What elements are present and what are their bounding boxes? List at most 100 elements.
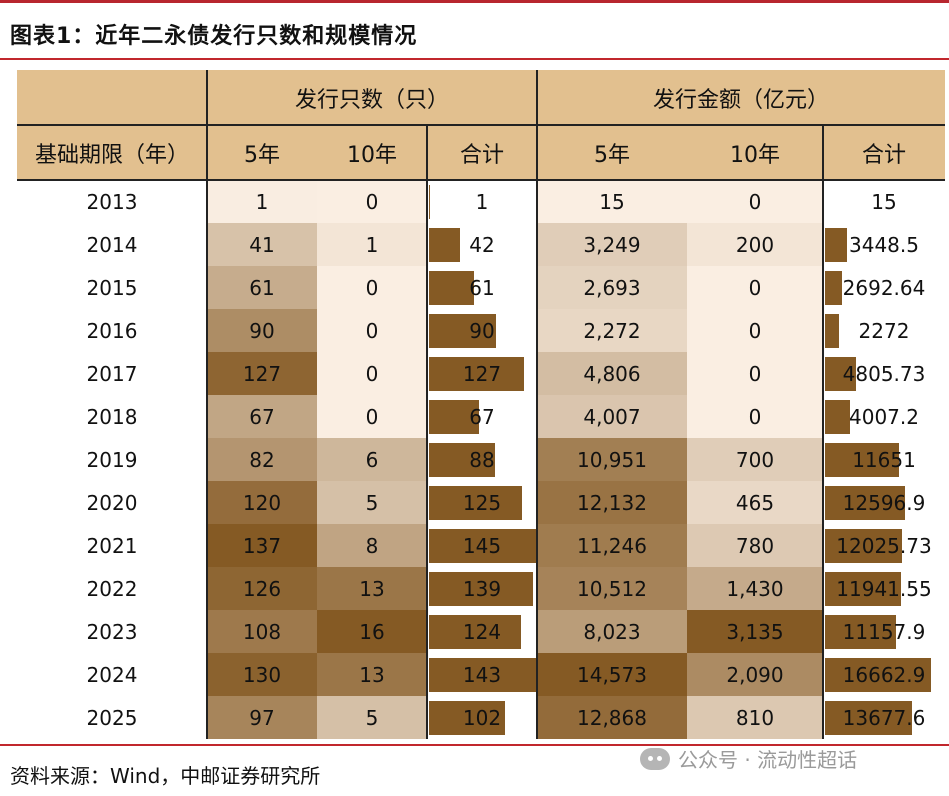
row-year: 2024 — [17, 653, 207, 696]
count-total-databar — [429, 271, 475, 305]
amount-total-databar — [825, 314, 840, 348]
row-year: 2018 — [17, 395, 207, 438]
count-total-value: 61 — [469, 275, 495, 300]
amount-total-databar — [825, 701, 912, 735]
count-5y-cell: 108 — [207, 610, 317, 653]
divider-between-groups — [536, 70, 538, 739]
count-total-databar — [429, 701, 505, 735]
row-year: 2023 — [17, 610, 207, 653]
wechat-icon — [640, 747, 670, 770]
count-5y-cell: 130 — [207, 653, 317, 696]
amount-5y-cell: 12,132 — [537, 481, 687, 524]
source-note: 资料来源：Wind，中邮证券研究所 — [10, 764, 321, 788]
amount-total-databar — [825, 615, 896, 649]
amount-10y-cell: 0 — [687, 352, 823, 395]
amount-10y-cell: 0 — [687, 395, 823, 438]
amount-5y-cell: 4,806 — [537, 352, 687, 395]
header-corner — [17, 70, 207, 125]
header-amount-10y: 10年 — [687, 125, 823, 180]
count-10y-cell: 0 — [317, 395, 427, 438]
amount-total-databar — [825, 486, 906, 520]
count-total-databar — [429, 529, 537, 563]
amount-10y-cell: 0 — [687, 309, 823, 352]
amount-10y-cell: 0 — [687, 180, 823, 223]
header-count-10y: 10年 — [317, 125, 427, 180]
count-total-value: 67 — [469, 404, 495, 429]
header-count-group: 发行只数（只） — [207, 70, 537, 125]
count-5y-cell: 61 — [207, 266, 317, 309]
count-total-value: 102 — [462, 705, 502, 730]
count-total-value: 145 — [462, 533, 502, 558]
divider-before-count-total — [426, 125, 428, 739]
divider-before-amount-total — [822, 125, 824, 739]
row-year: 2022 — [17, 567, 207, 610]
count-total-databar — [429, 357, 524, 391]
amount-total-value: 12596.9 — [842, 490, 926, 515]
amount-5y-cell: 2,272 — [537, 309, 687, 352]
count-total-value: 127 — [462, 361, 502, 386]
row-year: 2013 — [17, 180, 207, 223]
amount-10y-cell: 465 — [687, 481, 823, 524]
count-total-value: 88 — [469, 447, 495, 472]
amount-10y-cell: 700 — [687, 438, 823, 481]
amount-10y-cell: 1,430 — [687, 567, 823, 610]
amount-total-value: 2272 — [858, 318, 910, 343]
row-year: 2020 — [17, 481, 207, 524]
count-total-value: 125 — [462, 490, 502, 515]
count-5y-cell: 82 — [207, 438, 317, 481]
count-5y-cell: 126 — [207, 567, 317, 610]
header-row-label: 基础期限（年） — [17, 125, 207, 180]
amount-total-databar — [825, 529, 902, 563]
amount-total-cell — [823, 180, 945, 223]
count-total-value: 124 — [462, 619, 502, 644]
amount-total-value: 13677.6 — [842, 705, 926, 730]
amount-total-value: 11651 — [852, 447, 916, 472]
count-total-databar — [429, 658, 536, 692]
amount-total-databar — [825, 400, 851, 434]
count-total-databar — [429, 486, 523, 520]
header-count-5y: 5年 — [207, 125, 317, 180]
count-10y-cell: 16 — [317, 610, 427, 653]
amount-total-value: 12025.73 — [836, 533, 932, 558]
count-10y-cell: 13 — [317, 653, 427, 696]
count-5y-cell: 120 — [207, 481, 317, 524]
count-5y-cell: 90 — [207, 309, 317, 352]
count-total-cell — [427, 180, 537, 223]
amount-total-value: 3448.5 — [849, 232, 919, 257]
amount-total-value: 2692.64 — [842, 275, 926, 300]
count-10y-cell: 0 — [317, 309, 427, 352]
amount-total-value: 11941.55 — [836, 576, 932, 601]
count-total-value: 90 — [469, 318, 495, 343]
count-total-databar — [429, 228, 461, 262]
amount-10y-cell: 780 — [687, 524, 823, 567]
count-10y-cell: 5 — [317, 481, 427, 524]
issuance-table: 发行只数（只） 发行金额（亿元） 基础期限（年） 5年 10年 合计 5年 10… — [17, 70, 945, 742]
amount-total-value: 16662.9 — [842, 662, 926, 687]
count-10y-cell: 0 — [317, 352, 427, 395]
amount-total-databar — [825, 357, 856, 391]
count-5y-cell: 67 — [207, 395, 317, 438]
amount-5y-cell: 10,512 — [537, 567, 687, 610]
header-divider — [17, 124, 945, 126]
amount-10y-cell: 200 — [687, 223, 823, 266]
amount-10y-cell: 2,090 — [687, 653, 823, 696]
count-total-value: 143 — [462, 662, 502, 687]
row-year: 2015 — [17, 266, 207, 309]
count-5y-cell: 41 — [207, 223, 317, 266]
amount-5y-cell: 11,246 — [537, 524, 687, 567]
amount-total-databar — [825, 572, 901, 606]
count-10y-cell: 13 — [317, 567, 427, 610]
amount-total-value: 4007.2 — [849, 404, 919, 429]
amount-5y-cell: 3,249 — [537, 223, 687, 266]
count-10y-cell: 6 — [317, 438, 427, 481]
row-year: 2016 — [17, 309, 207, 352]
count-total-databar — [429, 314, 497, 348]
header-amount-5y: 5年 — [537, 125, 687, 180]
count-10y-cell: 8 — [317, 524, 427, 567]
count-10y-cell: 0 — [317, 266, 427, 309]
row-year: 2014 — [17, 223, 207, 266]
header-bottom-rule — [17, 179, 945, 181]
count-10y-cell: 0 — [317, 180, 427, 223]
count-total-databar — [429, 400, 479, 434]
divider-after-label — [206, 70, 208, 739]
